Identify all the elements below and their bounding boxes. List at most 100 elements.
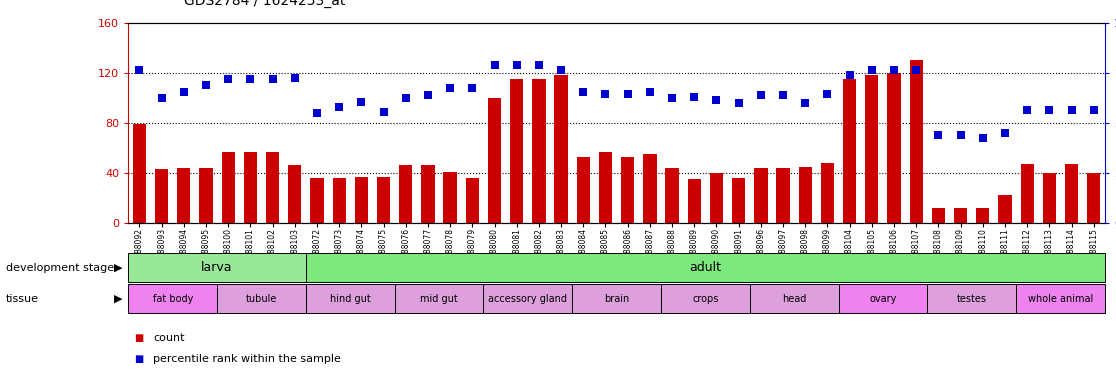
Text: larva: larva [201, 262, 233, 274]
Point [775, 92, 792, 98]
Bar [243, 152, 257, 223]
Text: ▶: ▶ [114, 263, 123, 273]
Bar [128, 253, 306, 282]
Point [375, 109, 393, 115]
Point [330, 104, 348, 110]
Point [1062, 107, 1080, 114]
Text: mid gut: mid gut [420, 293, 458, 304]
Bar [661, 284, 750, 313]
Point [485, 62, 503, 68]
Point [1085, 107, 1103, 114]
Point [1018, 107, 1036, 114]
Bar [1020, 164, 1033, 223]
Point [219, 76, 237, 82]
Bar [976, 208, 990, 223]
Bar [865, 76, 878, 223]
Bar [820, 163, 834, 223]
Bar [620, 157, 634, 223]
Bar [887, 73, 901, 223]
Point [863, 68, 881, 74]
Bar [395, 284, 483, 313]
Bar [799, 167, 812, 223]
Bar [1065, 164, 1078, 223]
Bar [177, 168, 191, 223]
Bar [573, 284, 661, 313]
Bar [599, 152, 613, 223]
Point [308, 110, 326, 116]
Bar [954, 208, 968, 223]
Bar [128, 284, 218, 313]
Text: GDS2784 / 1624253_at: GDS2784 / 1624253_at [184, 0, 346, 8]
Point [618, 91, 636, 97]
Bar [421, 166, 434, 223]
Bar [306, 284, 395, 313]
Text: count: count [153, 333, 184, 343]
Point [286, 75, 304, 81]
Text: tubule: tubule [246, 293, 277, 304]
Bar [999, 195, 1011, 223]
Bar [665, 168, 679, 223]
Point [840, 73, 858, 79]
Text: ovary: ovary [869, 293, 896, 304]
Point [730, 100, 748, 106]
Bar [1016, 284, 1105, 313]
Text: ■: ■ [134, 354, 143, 364]
Bar [932, 208, 945, 223]
Point [952, 132, 970, 139]
Bar [465, 178, 479, 223]
Point [907, 68, 925, 74]
Point [241, 76, 259, 82]
Bar [155, 169, 169, 223]
Point [708, 98, 725, 104]
Text: development stage: development stage [6, 263, 114, 273]
Point [663, 95, 681, 101]
Point [885, 68, 903, 74]
Text: whole animal: whole animal [1028, 293, 1093, 304]
Bar [927, 284, 1016, 313]
Text: head: head [782, 293, 807, 304]
Bar [710, 173, 723, 223]
Bar [200, 168, 213, 223]
Text: accessory gland: accessory gland [489, 293, 567, 304]
Point [397, 95, 415, 101]
Bar [222, 152, 234, 223]
Point [930, 132, 947, 139]
Bar [510, 79, 523, 223]
Text: brain: brain [604, 293, 629, 304]
Point [685, 94, 703, 100]
Point [797, 100, 815, 106]
Bar [310, 178, 324, 223]
Point [353, 99, 371, 105]
Point [175, 89, 193, 95]
Bar [355, 177, 368, 223]
Text: testes: testes [956, 293, 987, 304]
Point [131, 68, 148, 74]
Point [974, 135, 992, 141]
Bar [333, 178, 346, 223]
Point [641, 89, 658, 95]
Bar [532, 79, 546, 223]
Text: hind gut: hind gut [330, 293, 371, 304]
Point [752, 92, 770, 98]
Point [575, 89, 593, 95]
Text: tissue: tissue [6, 293, 39, 304]
Text: percentile rank within the sample: percentile rank within the sample [153, 354, 340, 364]
Point [198, 83, 215, 89]
Bar [133, 124, 146, 223]
Bar [838, 284, 927, 313]
Bar [443, 172, 456, 223]
Bar [1087, 173, 1100, 223]
Point [418, 92, 436, 98]
Bar [266, 152, 279, 223]
Text: ▶: ▶ [114, 293, 123, 304]
Text: adult: adult [690, 262, 721, 274]
Bar [288, 166, 301, 223]
Point [997, 130, 1014, 136]
Point [597, 91, 615, 97]
Bar [483, 284, 573, 313]
Point [463, 85, 481, 91]
Bar [750, 284, 838, 313]
Point [508, 62, 526, 68]
Bar [577, 157, 590, 223]
Bar [687, 179, 701, 223]
